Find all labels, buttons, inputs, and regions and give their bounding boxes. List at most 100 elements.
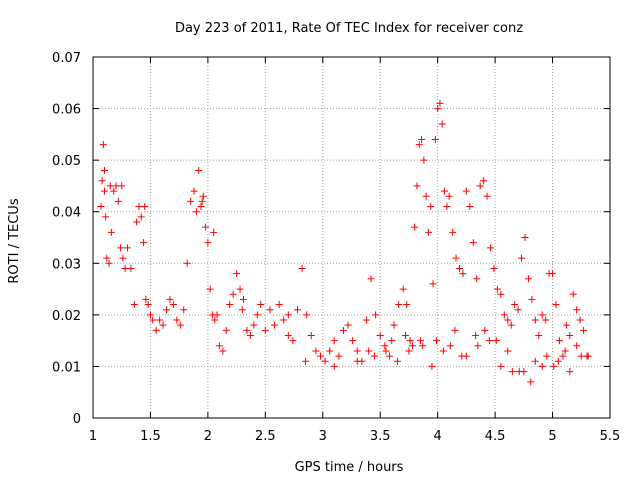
data-point xyxy=(538,362,546,370)
x-tick-label: 3 xyxy=(319,429,327,444)
y-tick-label: 0.07 xyxy=(52,51,81,66)
data-point xyxy=(445,192,453,200)
data-point xyxy=(393,357,401,365)
data-point xyxy=(105,259,113,267)
data-point xyxy=(127,264,135,272)
data-point xyxy=(190,187,198,195)
data-point xyxy=(476,182,484,190)
data-point xyxy=(500,311,508,319)
data-point xyxy=(117,244,125,252)
data-point xyxy=(198,197,206,205)
data-point xyxy=(469,239,477,247)
data-point xyxy=(566,331,574,339)
data-point xyxy=(114,197,122,205)
data-point xyxy=(353,347,361,355)
data-point xyxy=(275,301,283,309)
data-point xyxy=(492,337,500,345)
data-point xyxy=(100,187,108,195)
data-point xyxy=(514,306,522,314)
data-point xyxy=(493,285,501,293)
data-point xyxy=(140,239,148,247)
data-point xyxy=(199,192,207,200)
data-point xyxy=(213,311,221,319)
data-point xyxy=(436,99,444,107)
data-point xyxy=(169,301,177,309)
data-point xyxy=(483,192,491,200)
data-point xyxy=(289,337,297,345)
data-point xyxy=(416,337,424,345)
x-tick-label: 5.5 xyxy=(600,429,621,444)
data-point xyxy=(246,331,254,339)
data-point xyxy=(141,203,149,211)
data-point xyxy=(439,347,447,355)
data-point xyxy=(466,203,474,211)
data-point xyxy=(180,306,188,314)
data-point xyxy=(441,187,449,195)
data-point xyxy=(240,295,248,303)
data-point xyxy=(137,213,145,221)
data-point xyxy=(458,352,466,360)
data-point xyxy=(555,337,563,345)
data-point xyxy=(210,228,218,236)
data-point xyxy=(438,120,446,128)
data-point xyxy=(335,352,343,360)
data-point xyxy=(554,357,562,365)
data-point xyxy=(253,311,261,319)
data-point xyxy=(390,321,398,329)
data-point xyxy=(367,275,375,283)
data-point xyxy=(103,254,111,262)
data-point xyxy=(542,316,550,324)
data-point xyxy=(543,352,551,360)
x-tick-label: 1.5 xyxy=(140,429,161,444)
data-point xyxy=(146,311,154,319)
data-point xyxy=(569,290,577,298)
data-point xyxy=(403,301,411,309)
data-point xyxy=(250,321,258,329)
data-point xyxy=(330,362,338,370)
data-point xyxy=(452,254,460,262)
data-point xyxy=(166,295,174,303)
x-tick-label: 4 xyxy=(434,429,442,444)
data-point xyxy=(142,295,150,303)
data-point xyxy=(573,306,581,314)
data-point xyxy=(339,326,347,334)
data-point xyxy=(507,321,515,329)
data-point xyxy=(100,166,108,174)
data-point xyxy=(110,187,118,195)
data-point xyxy=(538,311,546,319)
data-point xyxy=(531,357,539,365)
data-point xyxy=(462,187,470,195)
data-point xyxy=(406,337,414,345)
data-point xyxy=(326,347,334,355)
data-point xyxy=(382,347,390,355)
data-point xyxy=(573,342,581,350)
data-point xyxy=(99,141,107,149)
data-point xyxy=(427,203,435,211)
tick-marks xyxy=(92,56,611,419)
data-point xyxy=(222,326,230,334)
data-point xyxy=(173,316,181,324)
x-axis-label: GPS time / hours xyxy=(295,460,404,475)
data-point xyxy=(144,301,152,309)
data-point xyxy=(202,223,210,231)
y-axis-tick-labels: 0 0.01 0.02 0.03 0.04 0.05 0.06 0.07 xyxy=(52,51,81,427)
data-point xyxy=(422,192,430,200)
data-point xyxy=(376,331,384,339)
data-point xyxy=(118,182,126,190)
data-point xyxy=(388,337,396,345)
data-point xyxy=(459,270,467,278)
data-point xyxy=(211,316,219,324)
data-point xyxy=(284,331,292,339)
x-tick-label: 4.5 xyxy=(485,429,506,444)
data-point xyxy=(401,331,409,339)
data-point xyxy=(229,290,237,298)
data-point xyxy=(236,285,244,293)
data-point xyxy=(552,301,560,309)
data-point xyxy=(362,316,370,324)
data-point xyxy=(226,301,234,309)
data-point xyxy=(266,306,274,314)
data-point xyxy=(524,275,532,283)
data-point xyxy=(271,321,279,329)
data-point xyxy=(215,342,223,350)
